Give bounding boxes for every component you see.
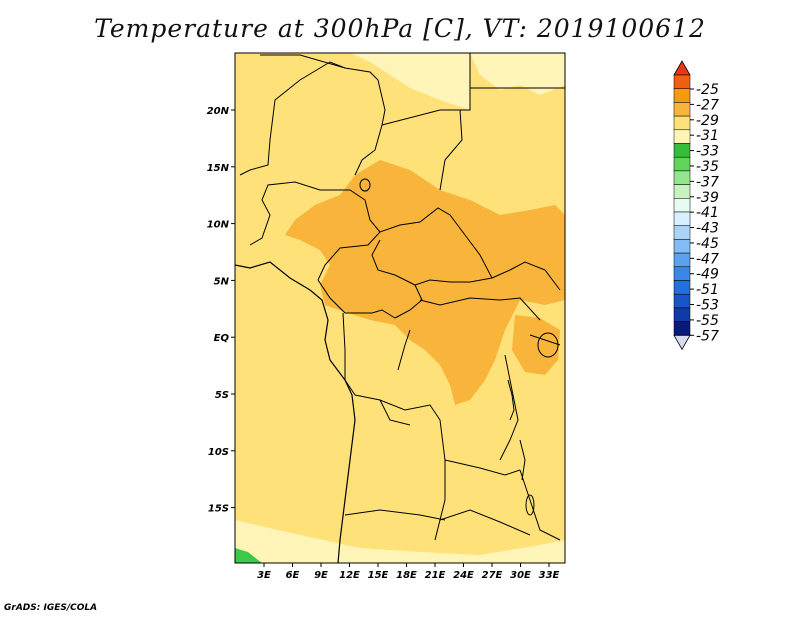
x-tick-label: 15E — [368, 570, 389, 581]
colorbar-label: -53 — [696, 298, 719, 314]
colorbar-swatch — [673, 156, 691, 172]
colorbar-swatch — [673, 170, 691, 185]
light-region-north — [350, 53, 470, 110]
colorbar-label: -33 — [696, 144, 719, 160]
colorbar-swatch — [673, 198, 691, 213]
colorbar-label: -25 — [696, 82, 719, 98]
colorbar-swatch — [673, 74, 691, 89]
x-tick-label: 6E — [286, 570, 300, 581]
cold-patch-southwest — [235, 548, 262, 563]
map-frame — [234, 52, 566, 564]
x-tick-label: 30E — [510, 570, 531, 581]
colorbar-swatch — [673, 184, 691, 199]
y-tick-label: 15S — [208, 504, 229, 515]
colorbar-swatch — [673, 88, 691, 103]
colorbar-label: -51 — [696, 282, 719, 298]
colorbar-swatch — [673, 211, 691, 226]
chart-title: Temperature at 300hPa [C], VT: 201910061… — [94, 14, 706, 43]
colorbar-label: -35 — [696, 159, 719, 175]
colorbar-label: -31 — [696, 128, 719, 144]
x-tick-label: 3E — [257, 570, 271, 581]
colorbar-swatch — [673, 266, 691, 281]
country-borders — [239, 53, 565, 541]
colorbar-swatch — [673, 321, 691, 336]
colorbar-label: -43 — [696, 221, 719, 237]
y-tick-label: EQ — [214, 333, 230, 344]
colorbar-swatch — [673, 143, 691, 158]
colorbar-label: -41 — [696, 205, 719, 221]
y-axis-ticks: 20N 15N 10N 5N EQ 5S 10S 15S — [207, 106, 235, 515]
coastline — [235, 261, 356, 563]
map-panel — [235, 53, 565, 563]
colorbar-label: -55 — [696, 313, 719, 329]
lakes — [359, 178, 559, 516]
x-tick-label: 21E — [425, 570, 446, 581]
light-region-south — [235, 520, 565, 563]
x-axis-ticks: 3E 6E 9E 12E 15E 18E 21E 24E 27E 30E 33E — [257, 563, 560, 581]
x-tick-label: 33E — [539, 570, 560, 581]
y-tick-label: 15N — [207, 163, 230, 174]
x-tick-label: 9E — [314, 570, 328, 581]
colorbar-swatch — [673, 293, 691, 309]
warm-region-east — [512, 315, 560, 375]
colorbar-label: -49 — [696, 267, 719, 283]
colorbar-swatch — [673, 115, 691, 131]
x-tick-label: 12E — [339, 570, 360, 581]
colorbar-swatch — [673, 252, 691, 268]
colorbar-swatch — [673, 102, 691, 117]
colorbar-max-triangle — [673, 60, 691, 76]
warm-region-central — [285, 160, 565, 405]
colorbar-swatch — [673, 280, 691, 295]
x-tick-label: 18E — [396, 570, 417, 581]
light-region-northeast — [470, 53, 565, 95]
colorbar-swatch — [673, 307, 691, 322]
y-tick-label: 5N — [214, 276, 230, 287]
colorbar: -25-27-29-31-33-35-37-39-41-43-45-47-49-… — [673, 60, 719, 351]
colorbar-label: -39 — [696, 190, 719, 206]
colorbar-label: -29 — [696, 113, 719, 129]
colorbar-label: -57 — [696, 328, 719, 344]
colorbar-swatch — [673, 225, 691, 240]
colorbar-min-triangle — [673, 334, 691, 351]
colorbar-swatch — [673, 239, 691, 254]
colorbar-label: -27 — [696, 97, 719, 113]
y-tick-label: 20N — [207, 106, 230, 117]
colorbar-label: -47 — [696, 251, 719, 267]
x-tick-label: 27E — [482, 570, 503, 581]
colorbar-swatch — [673, 129, 691, 144]
footer-credit: GrADS: IGES/COLA — [4, 603, 98, 613]
y-tick-label: 10N — [207, 220, 230, 231]
x-tick-label: 24E — [453, 570, 474, 581]
colorbar-label: -37 — [696, 174, 719, 190]
colorbar-label: -45 — [696, 236, 719, 252]
y-tick-label: 10S — [208, 447, 229, 458]
y-tick-label: 5S — [215, 390, 229, 401]
